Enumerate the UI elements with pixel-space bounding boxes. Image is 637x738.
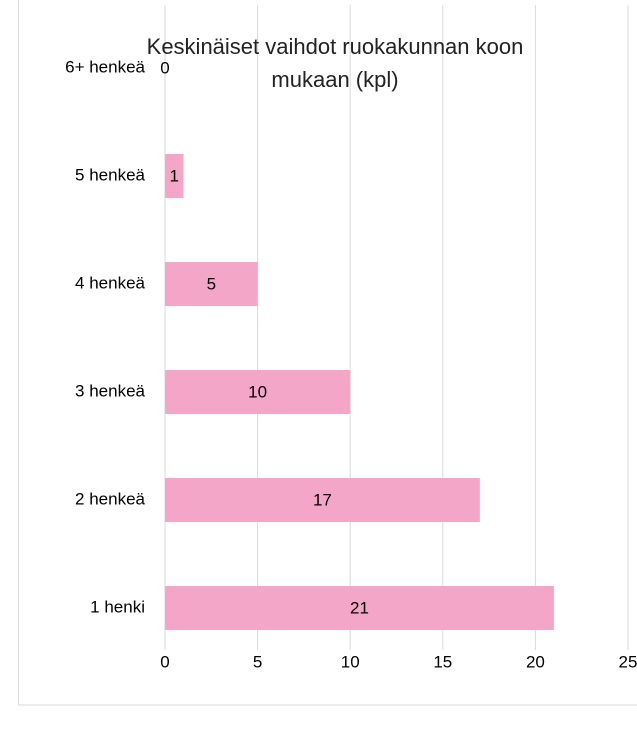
x-tick-label: 5 bbox=[253, 652, 262, 671]
x-tick-label: 20 bbox=[526, 652, 545, 671]
x-tick-label: 25 bbox=[619, 652, 637, 671]
data-label: 1 bbox=[170, 166, 179, 185]
y-tick-label: 6+ henkeä bbox=[65, 57, 145, 76]
data-label: 10 bbox=[248, 382, 267, 401]
y-tick-label: 1 henki bbox=[90, 597, 145, 616]
data-label: 21 bbox=[350, 598, 369, 617]
x-tick-label: 0 bbox=[160, 652, 169, 671]
bar bbox=[165, 262, 258, 306]
data-label: 0 bbox=[160, 58, 169, 77]
bar bbox=[165, 154, 184, 198]
x-tick-label: 15 bbox=[433, 652, 452, 671]
data-label: 17 bbox=[313, 490, 332, 509]
chart-frame bbox=[18, 0, 637, 706]
y-tick-label: 2 henkeä bbox=[75, 489, 145, 508]
bar bbox=[165, 586, 554, 630]
chart-title: Keskinäiset vaihdot ruokakunnan koon muk… bbox=[146, 34, 524, 92]
x-tick-label: 10 bbox=[341, 652, 360, 671]
bar bbox=[165, 370, 351, 414]
y-tick-label: 3 henkeä bbox=[75, 381, 145, 400]
bar bbox=[165, 478, 480, 522]
y-tick-label: 4 henkeä bbox=[75, 273, 145, 292]
data-label: 5 bbox=[207, 274, 216, 293]
y-tick-label: 5 henkeä bbox=[75, 165, 145, 184]
